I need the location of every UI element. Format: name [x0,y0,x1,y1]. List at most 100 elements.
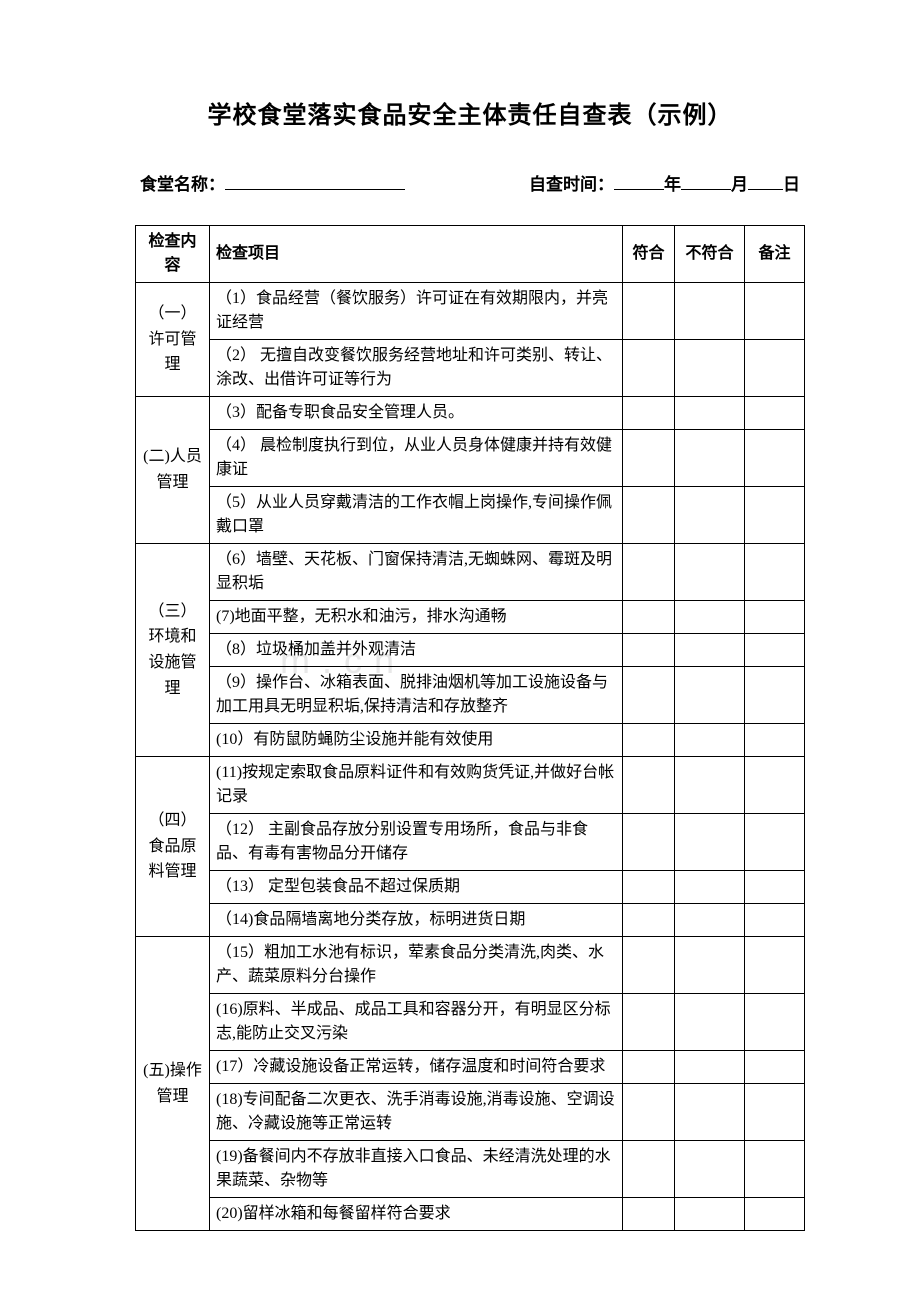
item-cell: (16)原料、半成品、成品工具和容器分开，有明显区分标志,能防止交叉污染 [210,994,623,1051]
table-row: （三）环境和设施管理 （6）墙壁、天花板、门窗保持清洁,无蜘蛛网、霉斑及明显积垢 [136,544,805,601]
remark-cell [745,1051,805,1084]
conform-cell [623,430,675,487]
remark-cell [745,937,805,994]
table-row: (19)备餐间内不存放非直接入口食品、未经清洗处理的水果蔬菜、杂物等 [136,1141,805,1198]
nonconform-cell [675,1084,745,1141]
document-content: 学校食堂落实食品安全主体责任自查表（示例） 食堂名称： 自查时间： 年 月 日 … [135,95,805,1231]
table-row: （9）操作台、冰箱表面、脱排油烟机等加工设施设备与加工用具无明显积垢,保持清洁和… [136,667,805,724]
table-row: (二)人员管理 （3）配备专职食品安全管理人员。 [136,397,805,430]
nonconform-cell [675,544,745,601]
header-nonconform: 不符合 [675,226,745,283]
table-row: (16)原料、半成品、成品工具和容器分开，有明显区分标志,能防止交叉污染 [136,994,805,1051]
table-row: （2） 无擅自改变餐饮服务经营地址和许可类别、转让、涂改、出借许可证等行为 [136,340,805,397]
table-body: （一）许可管理 （1）食品经营（餐饮服务）许可证在有效期限内，并亮证经营 （2）… [136,283,805,1231]
remark-cell [745,724,805,757]
conform-cell [623,1198,675,1231]
conform-cell [623,1141,675,1198]
nonconform-cell [675,1198,745,1231]
conform-cell [623,1084,675,1141]
remark-cell [745,397,805,430]
header-category: 检查内容 [136,226,210,283]
conform-cell [623,544,675,601]
nonconform-cell [675,1051,745,1084]
conform-cell [623,871,675,904]
conform-cell [623,757,675,814]
conform-cell [623,724,675,757]
item-cell: （8）垃圾桶加盖并外观清洁 [210,634,623,667]
nonconform-cell [675,430,745,487]
conform-cell [623,937,675,994]
remark-cell [745,283,805,340]
canteen-name-label: 食堂名称： [140,170,225,195]
item-cell: （13） 定型包装食品不超过保质期 [210,871,623,904]
conform-cell [623,283,675,340]
nonconform-cell [675,871,745,904]
remark-cell [745,814,805,871]
canteen-name-blank [225,172,405,190]
table-row: (五)操作管理 （15）粗加工水池有标识，荤素食品分类清洗,肉类、水产、蔬菜原料… [136,937,805,994]
conform-cell [623,1051,675,1084]
header-item: 检查项目 [210,226,623,283]
category-cell: （三）环境和设施管理 [136,544,210,757]
nonconform-cell [675,994,745,1051]
conform-cell [623,904,675,937]
item-cell: (7)地面平整，无积水和油污，排水沟通畅 [210,601,623,634]
item-cell: （3）配备专职食品安全管理人员。 [210,397,623,430]
inspection-time-field: 自查时间： 年 月 日 [529,170,800,195]
canteen-name-field: 食堂名称： [140,170,405,195]
remark-cell [745,1084,805,1141]
item-cell: (10）有防鼠防蝇防尘设施并能有效使用 [210,724,623,757]
table-row: （14)食品隔墙离地分类存放，标明进货日期 [136,904,805,937]
nonconform-cell [675,340,745,397]
remark-cell [745,871,805,904]
nonconform-cell [675,757,745,814]
remark-cell [745,904,805,937]
conform-cell [623,487,675,544]
item-cell: (20)留样冰箱和每餐留样符合要求 [210,1198,623,1231]
category-cell: （一）许可管理 [136,283,210,397]
table-row: (18)专间配备二次更衣、洗手消毒设施,消毒设施、空调设施、冷藏设施等正常运转 [136,1084,805,1141]
conform-cell [623,667,675,724]
remark-cell [745,1141,805,1198]
remark-cell [745,340,805,397]
category-cell: (五)操作管理 [136,937,210,1231]
month-suffix: 月 [731,170,748,195]
nonconform-cell [675,904,745,937]
item-cell: （14)食品隔墙离地分类存放，标明进货日期 [210,904,623,937]
table-row: （8）垃圾桶加盖并外观清洁 [136,634,805,667]
nonconform-cell [675,667,745,724]
item-cell: （9）操作台、冰箱表面、脱排油烟机等加工设施设备与加工用具无明显积垢,保持清洁和… [210,667,623,724]
item-cell: （6）墙壁、天花板、门窗保持清洁,无蜘蛛网、霉斑及明显积垢 [210,544,623,601]
nonconform-cell [675,814,745,871]
conform-cell [623,814,675,871]
time-label: 自查时间： [529,170,614,195]
table-row: （四）食品原料管理 (11)按规定索取食品原料证件和有效购货凭证,并做好台帐记录 [136,757,805,814]
nonconform-cell [675,1141,745,1198]
conform-cell [623,994,675,1051]
page-title: 学校食堂落实食品安全主体责任自查表（示例） [135,95,805,130]
table-row: (17）冷藏设施设备正常运转，储存温度和时间符合要求 [136,1051,805,1084]
table-row: （4） 晨检制度执行到位，从业人员身体健康并持有效健康证 [136,430,805,487]
inspection-table: 检查内容 检查项目 符合 不符合 备注 （一）许可管理 （1）食品经营（餐饮服务… [135,225,805,1231]
year-suffix: 年 [664,170,681,195]
nonconform-cell [675,634,745,667]
meta-row: 食堂名称： 自查时间： 年 月 日 [135,170,805,195]
nonconform-cell [675,487,745,544]
item-cell: (11)按规定索取食品原料证件和有效购货凭证,并做好台帐记录 [210,757,623,814]
item-cell: （15）粗加工水池有标识，荤素食品分类清洗,肉类、水产、蔬菜原料分台操作 [210,937,623,994]
day-suffix: 日 [783,170,800,195]
table-row: （13） 定型包装食品不超过保质期 [136,871,805,904]
item-cell: （2） 无擅自改变餐饮服务经营地址和许可类别、转让、涂改、出借许可证等行为 [210,340,623,397]
table-row: （12） 主副食品存放分别设置专用场所，食品与非食品、有毒有害物品分开储存 [136,814,805,871]
header-conform: 符合 [623,226,675,283]
year-blank [614,172,664,190]
item-cell: （1）食品经营（餐饮服务）许可证在有效期限内，并亮证经营 [210,283,623,340]
remark-cell [745,1198,805,1231]
conform-cell [623,601,675,634]
item-cell: (19)备餐间内不存放非直接入口食品、未经清洗处理的水果蔬菜、杂物等 [210,1141,623,1198]
remark-cell [745,634,805,667]
table-row: (20)留样冰箱和每餐留样符合要求 [136,1198,805,1231]
category-cell: (二)人员管理 [136,397,210,544]
table-row: (10）有防鼠防蝇防尘设施并能有效使用 [136,724,805,757]
remark-cell [745,487,805,544]
